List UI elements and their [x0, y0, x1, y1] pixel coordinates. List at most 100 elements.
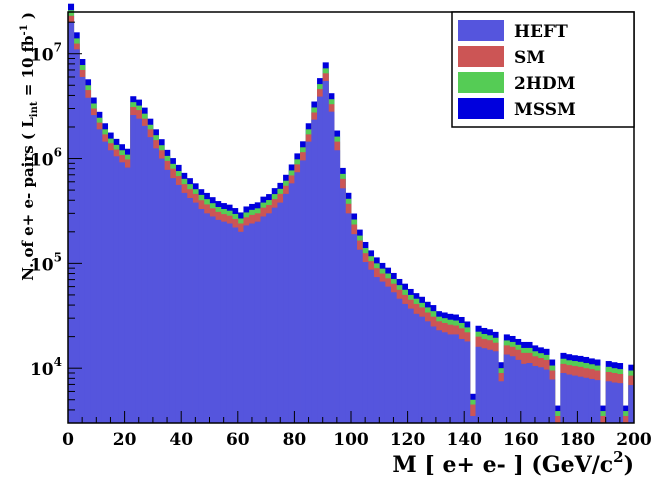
bar-heft	[220, 221, 227, 423]
x-tick-label: 20	[113, 430, 137, 450]
histogram-stacks	[68, 3, 635, 424]
bar-heft	[452, 334, 459, 423]
bar-heft	[300, 160, 307, 423]
legend-swatch	[458, 72, 504, 93]
legend-swatch	[458, 98, 504, 119]
bar-heft	[356, 249, 363, 423]
y-tick-label: 105	[30, 250, 62, 275]
legend-label: SM	[514, 48, 545, 68]
bar-heft	[515, 359, 522, 423]
bar-heft	[192, 202, 199, 423]
bar-heft	[509, 356, 516, 423]
bar-heft	[362, 262, 369, 423]
x-tick-label: 140	[446, 430, 482, 450]
bar-heft	[226, 223, 233, 423]
bar-heft	[294, 172, 301, 423]
bar-heft	[79, 76, 86, 423]
x-tick-label: 80	[283, 430, 307, 450]
bar-heft	[605, 381, 612, 423]
x-tick-label: 40	[169, 430, 193, 450]
bar-heft	[435, 330, 442, 423]
bar-heft	[90, 115, 97, 423]
bar-heft	[124, 167, 131, 423]
bar-heft	[334, 150, 341, 424]
bar-heft	[328, 111, 335, 424]
bar-heft	[617, 383, 624, 423]
bar-heft	[532, 365, 539, 423]
bar-heft	[130, 115, 137, 423]
bar-heft	[367, 269, 375, 423]
bar-heft	[305, 141, 312, 423]
bar-sm	[600, 415, 607, 423]
bar-heft	[317, 96, 324, 423]
bar-heft	[68, 22, 75, 423]
bar-heft	[577, 376, 584, 423]
bar-heft	[543, 369, 550, 423]
bar-heft	[288, 183, 295, 423]
bar-heft	[401, 303, 408, 423]
bar-heft	[390, 292, 397, 423]
bar-heft	[158, 158, 165, 424]
bar-heft	[209, 216, 216, 423]
bar-heft	[594, 380, 601, 423]
bar-heft	[96, 129, 103, 423]
bar-heft	[164, 169, 171, 423]
bar-sm	[622, 415, 629, 423]
y-axis-title: N. of e+ e- pairs ( Lint = 10 fb-1 )	[19, 12, 40, 281]
x-tick-label: 180	[560, 430, 596, 450]
series-heft	[68, 22, 635, 424]
bar-heft	[169, 178, 176, 423]
bar-heft	[118, 162, 125, 423]
legend-swatch	[458, 20, 504, 41]
legend-label: HEFT	[514, 22, 568, 42]
bar-heft	[571, 375, 578, 423]
legend-swatch	[458, 46, 504, 67]
y-tick-label: 104	[30, 355, 62, 380]
bar-heft	[249, 223, 256, 423]
bar-heft	[266, 213, 273, 423]
bar-heft	[560, 372, 567, 423]
bar-heft	[458, 338, 465, 423]
y-tick-label: 107	[30, 41, 62, 66]
x-tick-label: 100	[333, 430, 369, 450]
legend-label: MSSM	[514, 100, 576, 120]
legend-entry: HEFT	[458, 20, 568, 42]
bar-heft	[486, 349, 493, 423]
bar-heft	[583, 377, 590, 423]
bar-heft	[345, 213, 352, 423]
bar-heft	[351, 234, 358, 423]
legend-entry: MSSM	[458, 98, 576, 120]
bar-heft	[175, 184, 182, 423]
bar-heft	[469, 415, 476, 423]
bar-heft	[135, 118, 142, 424]
bar-heft	[277, 202, 284, 423]
bar-heft	[628, 385, 635, 423]
x-tick-label: 0	[62, 430, 74, 450]
bar-heft	[237, 231, 244, 423]
axis-ticks	[67, 21, 635, 424]
bar-heft	[520, 363, 527, 423]
bar-heft	[566, 374, 573, 423]
bar-heft	[339, 188, 346, 423]
bar-heft	[492, 351, 499, 423]
bar-heft	[373, 277, 380, 423]
bar-heft	[141, 125, 148, 424]
x-axis-title: M [ e+ e- ] (GeV/c2)	[392, 448, 634, 478]
bar-heft	[413, 313, 420, 423]
x-tick-label: 60	[226, 430, 250, 450]
bar-heft	[503, 354, 510, 423]
bar-heft	[407, 308, 414, 423]
bar-heft	[271, 207, 278, 423]
legend-entry: SM	[458, 46, 545, 68]
legend-entry: 2HDM	[458, 72, 576, 94]
bar-heft	[424, 321, 431, 423]
bar-heft	[283, 193, 290, 423]
bar-heft	[152, 148, 159, 423]
bar-heft	[322, 80, 329, 424]
bar-heft	[384, 286, 392, 423]
bar-sm	[469, 404, 476, 423]
x-tick-label: 120	[390, 430, 426, 450]
bar-heft	[186, 198, 193, 423]
bar-heft	[101, 141, 109, 423]
